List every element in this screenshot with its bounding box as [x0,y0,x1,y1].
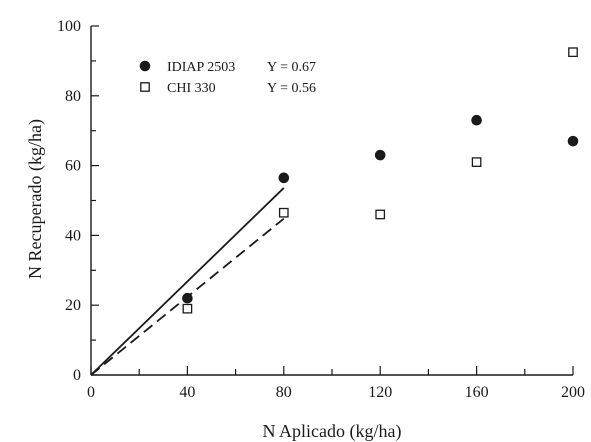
point-idiap-2503 [374,149,386,161]
point-idiap-2503 [278,172,290,184]
x-tick-label: 40 [179,384,195,401]
legend-equation-chi-330: Y = 0.56 [267,81,316,96]
y-tick-label: 100 [57,18,81,35]
legend-label-idiap-2503: IDIAP 2503 [167,60,235,75]
x-tick-label: 120 [368,384,392,401]
x-tick-label: 0 [87,384,95,401]
point-idiap-2503 [182,292,193,304]
x-tick-label: 200 [561,384,585,401]
fit-lines [90,187,285,376]
legend-marker-idiap-2503 [139,60,151,72]
y-tick-label: 0 [73,367,81,384]
legend-equation-idiap-2503: Y = 0.67 [267,60,316,75]
point-chi-330 [568,47,578,58]
x-axis-label: N Aplicado (kg/ha) [263,421,402,442]
fit-line-idiap-2503 [90,187,285,376]
data-markers [182,47,579,314]
point-chi-330 [375,209,386,220]
point-chi-330 [182,303,193,314]
legend: IDIAP 2503 Y = 0.67 CHI 330 Y = 0.56 [139,60,316,96]
point-chi-330 [278,207,289,218]
axes: 0 40 80 120 160 200 0 20 40 60 80 100 [57,18,585,401]
point-chi-330 [471,157,482,167]
y-axis-label: N Recuperado (kg/ha) [25,119,46,279]
point-idiap-2503 [567,135,579,147]
legend-label-chi-330: CHI 330 [167,81,216,96]
y-tick-label: 40 [65,227,81,244]
x-tick-label: 160 [465,384,489,401]
point-idiap-2503 [471,114,482,126]
y-tick-label: 60 [65,158,81,175]
legend-marker-chi-330 [140,82,150,92]
x-tick-label: 80 [276,384,292,401]
y-tick-label: 80 [65,88,81,105]
y-tick-label: 20 [65,297,81,314]
